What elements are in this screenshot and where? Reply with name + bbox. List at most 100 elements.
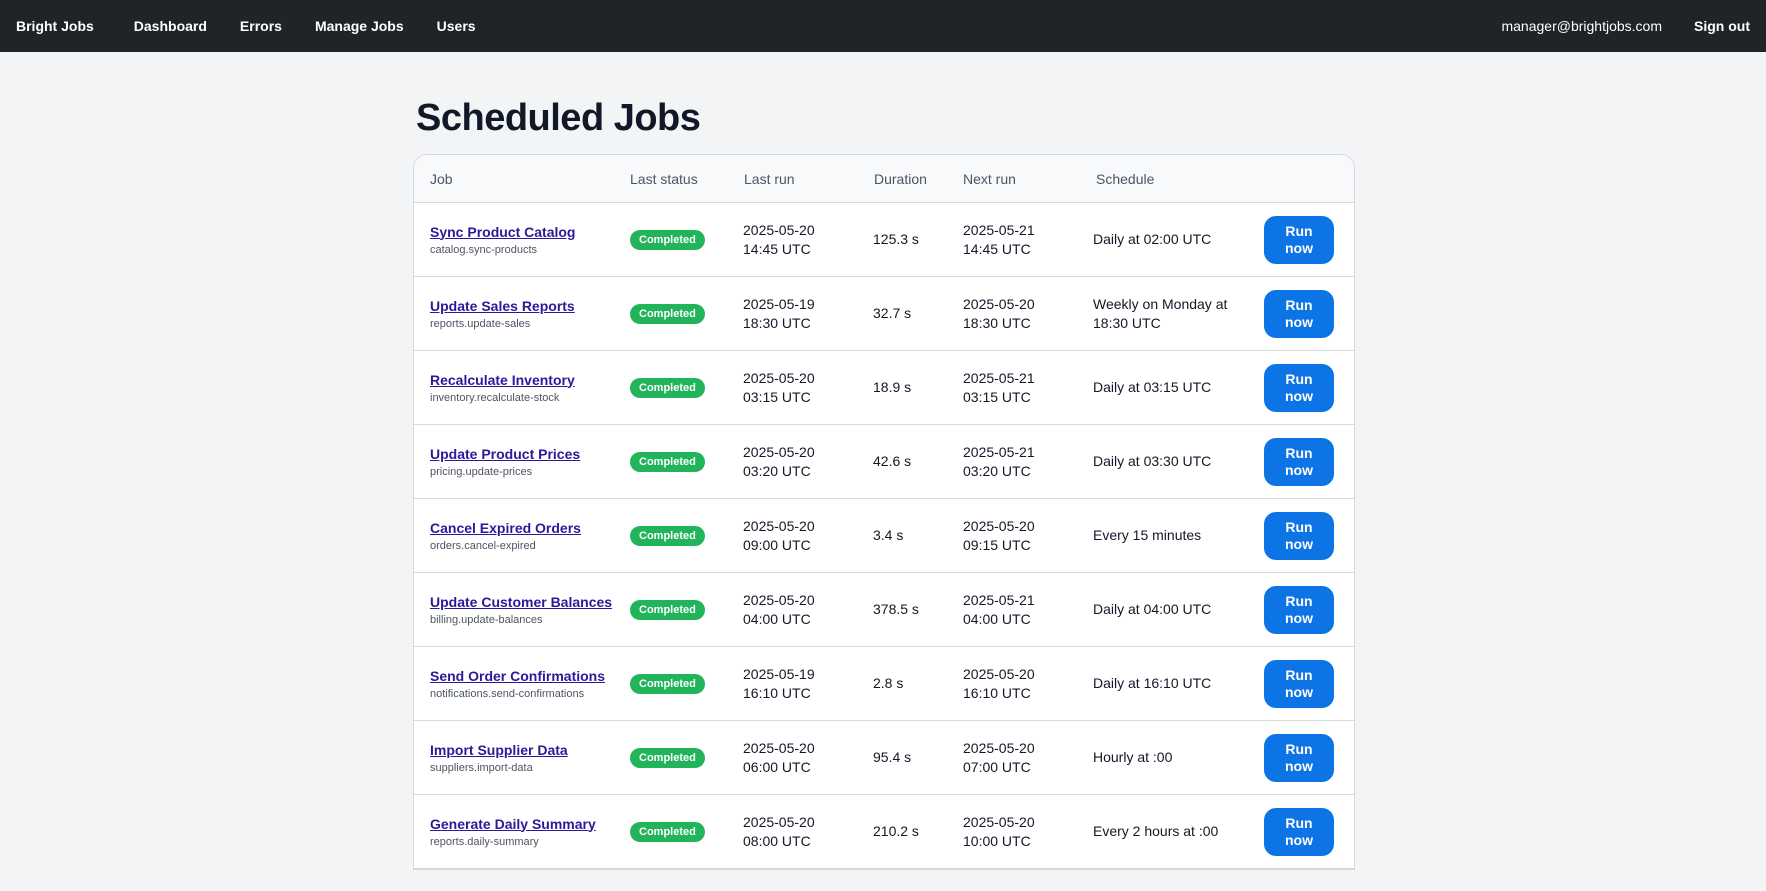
next-run-time: 16:10 UTC <box>963 684 1031 701</box>
sign-out-link[interactable]: Sign out <box>1694 18 1750 34</box>
job-key: reports.daily-summary <box>430 835 539 848</box>
duration: 2.8 s <box>873 675 904 691</box>
schedule: Every 2 hours at :00 <box>1093 823 1219 839</box>
next-run-time: 10:00 UTC <box>963 832 1031 849</box>
last-run-time: 03:15 UTC <box>743 388 811 405</box>
schedule: Weekly on Monday at <box>1093 295 1228 312</box>
schedule: Daily at 03:15 UTC <box>1093 379 1212 395</box>
last-run-date: 2025-05-20 <box>743 813 815 830</box>
schedule: Daily at 02:00 UTC <box>1093 231 1212 247</box>
next-run-time: 07:00 UTC <box>963 758 1031 775</box>
job-title-link[interactable]: Update Customer Balances <box>430 593 613 610</box>
run-now-button[interactable]: Run now <box>1264 511 1334 560</box>
last-run-date: 2025-05-20 <box>743 591 815 608</box>
next-run-date: 2025-05-20 <box>963 813 1035 830</box>
run-now-button[interactable]: Run now <box>1264 437 1334 486</box>
header-last-status: Last status <box>630 170 698 187</box>
job-key: billing.update-balances <box>430 613 543 626</box>
duration: 18.9 s <box>873 379 912 395</box>
last-run-date: 2025-05-20 <box>743 443 815 460</box>
schedule: Daily at 04:00 UTC <box>1093 601 1212 617</box>
run-now-button[interactable]: Run now <box>1264 215 1334 264</box>
user-email: manager@brightjobs.com <box>1501 18 1662 34</box>
run-now-button[interactable]: Run now <box>1264 807 1334 856</box>
next-run-date: 2025-05-20 <box>963 665 1035 682</box>
last-run-date: 2025-05-20 <box>743 739 815 756</box>
last-run-time: 06:00 UTC <box>743 758 811 775</box>
nav-links: Dashboard Errors Manage Jobs Users <box>134 18 476 34</box>
table-row: Update Customer Balances billing.update-b… <box>414 573 1354 647</box>
brand-link[interactable]: Bright Jobs <box>16 18 94 34</box>
last-run-date: 2025-05-20 <box>743 221 815 238</box>
last-run-date: 2025-05-19 <box>743 295 815 312</box>
status-badge: Completed <box>630 821 705 842</box>
last-run-time: 18:30 UTC <box>743 314 811 331</box>
header-last-run: Last run <box>744 170 795 187</box>
next-run-time: 03:20 UTC <box>963 462 1031 479</box>
job-title-link[interactable]: Import Supplier Data <box>430 741 568 758</box>
last-run-time: 16:10 UTC <box>743 684 811 701</box>
main-content: Scheduled Jobs Job Last status Last run … <box>413 52 1355 870</box>
top-nav: Bright Jobs Dashboard Errors Manage Jobs… <box>0 0 1766 52</box>
table-row: Recalculate Inventory inventory.recalcula… <box>414 351 1354 425</box>
next-run-date: 2025-05-20 <box>963 739 1035 756</box>
status-badge: Completed <box>630 377 705 398</box>
header-job: Job <box>430 170 453 187</box>
status-badge: Completed <box>630 451 705 472</box>
table-row: Send Order Confirmations notifications.se… <box>414 647 1354 721</box>
next-run-time: 18:30 UTC <box>963 314 1031 331</box>
job-title-link[interactable]: Recalculate Inventory <box>430 371 575 388</box>
nav-errors[interactable]: Errors <box>239 18 282 34</box>
last-run-date: 2025-05-19 <box>743 665 815 682</box>
table-row: Import Supplier Data suppliers.import-dat… <box>414 721 1354 795</box>
status-badge: Completed <box>630 747 705 768</box>
header-duration: Duration <box>874 170 927 187</box>
status-badge: Completed <box>630 229 705 250</box>
schedule: Every 15 minutes <box>1093 527 1202 543</box>
header-schedule: Schedule <box>1096 170 1155 187</box>
job-title-link[interactable]: Generate Daily Summary <box>430 815 596 832</box>
page-title: Scheduled Jobs <box>416 97 701 139</box>
run-now-button[interactable]: Run now <box>1264 659 1334 708</box>
job-title-link[interactable]: Update Sales Reports <box>430 297 575 314</box>
last-run-time: 08:00 UTC <box>743 832 811 849</box>
table-row: Update Sales Reports reports.update-sales… <box>414 277 1354 351</box>
schedule: Hourly at :00 <box>1093 749 1173 765</box>
job-key: suppliers.import-data <box>430 761 533 774</box>
next-run-date: 2025-05-21 <box>963 591 1035 608</box>
table-row: Generate Daily Summary reports.daily-summ… <box>414 795 1354 869</box>
duration: 42.6 s <box>873 453 912 469</box>
next-run-date: 2025-05-21 <box>963 369 1035 386</box>
next-run-time: 03:15 UTC <box>963 388 1031 405</box>
run-now-button[interactable]: Run now <box>1264 585 1334 634</box>
table-row: Update Product Prices pricing.update-pric… <box>414 425 1354 499</box>
next-run-time: 09:15 UTC <box>963 536 1031 553</box>
job-title-link[interactable]: Cancel Expired Orders <box>430 519 581 536</box>
table-row: Cancel Expired Orders orders.cancel-expir… <box>414 499 1354 573</box>
nav-right: manager@brightjobs.com Sign out <box>1501 18 1750 34</box>
nav-users[interactable]: Users <box>436 18 476 34</box>
status-badge: Completed <box>630 525 705 546</box>
duration: 378.5 s <box>873 601 919 617</box>
next-run-date: 2025-05-20 <box>963 295 1035 312</box>
run-now-button[interactable]: Run now <box>1264 363 1334 412</box>
last-run-date: 2025-05-20 <box>743 517 815 534</box>
schedule: Daily at 03:30 UTC <box>1093 453 1212 469</box>
job-title-link[interactable]: Update Product Prices <box>430 445 581 462</box>
next-run-time: 14:45 UTC <box>963 240 1031 257</box>
job-title-link[interactable]: Sync Product Catalog <box>430 223 576 240</box>
header-next-run: Next run <box>963 170 1016 187</box>
next-run-time: 04:00 UTC <box>963 610 1031 627</box>
schedule-line-2: 18:30 UTC <box>1093 314 1161 331</box>
run-now-button[interactable]: Run now <box>1264 733 1334 782</box>
status-badge: Completed <box>630 599 705 620</box>
run-now-button[interactable]: Run now <box>1264 289 1334 338</box>
nav-manage-jobs[interactable]: Manage Jobs <box>314 18 404 34</box>
schedule: Daily at 16:10 UTC <box>1093 675 1212 691</box>
last-run-time: 04:00 UTC <box>743 610 811 627</box>
job-title-link[interactable]: Send Order Confirmations <box>430 667 606 684</box>
job-key: notifications.send-confirmations <box>430 687 585 700</box>
table-header: Job Last status Last run Duration Next r… <box>414 155 1354 203</box>
nav-dashboard[interactable]: Dashboard <box>133 18 207 34</box>
job-key: reports.update-sales <box>430 317 531 330</box>
